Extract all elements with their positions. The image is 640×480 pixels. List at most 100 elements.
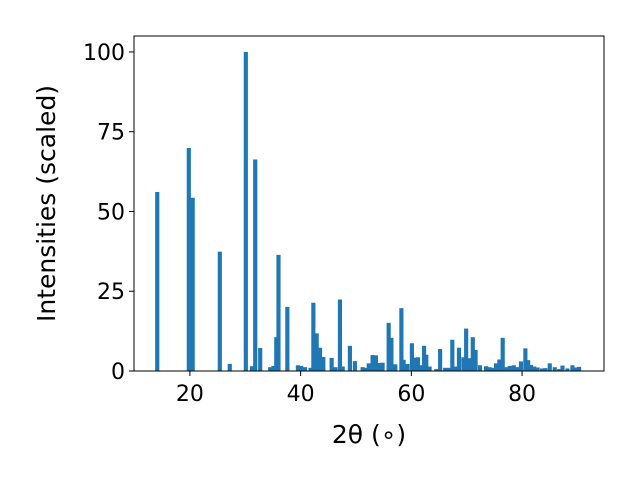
bar — [360, 367, 365, 371]
bar — [373, 355, 378, 371]
bar — [352, 361, 357, 371]
bar — [253, 159, 258, 371]
plot-frame — [133, 35, 605, 372]
bar — [570, 365, 575, 371]
bar — [434, 369, 439, 371]
bar — [552, 367, 557, 371]
bar — [363, 367, 369, 371]
y-axis-ticks: 0 25 50 75 100 — [83, 41, 134, 385]
bar — [295, 365, 300, 371]
bar — [511, 365, 516, 371]
bar — [409, 343, 414, 371]
bar — [461, 357, 466, 371]
bar — [493, 363, 499, 371]
bar — [155, 192, 160, 371]
bar — [314, 333, 319, 371]
bar — [347, 345, 352, 371]
y-tick-label: 25 — [97, 280, 125, 305]
bar — [557, 369, 562, 371]
y-tick-label: 100 — [83, 41, 125, 66]
bar — [274, 337, 279, 371]
bar — [186, 147, 191, 371]
bar — [490, 367, 495, 371]
bar — [321, 356, 326, 371]
bar — [464, 328, 469, 371]
bar — [424, 354, 429, 371]
bar — [217, 251, 222, 371]
x-tick-label: 80 — [508, 382, 536, 407]
bar — [190, 197, 195, 371]
bar — [535, 367, 540, 371]
bar — [299, 365, 304, 371]
bar — [401, 359, 406, 371]
bar — [526, 360, 531, 371]
bar — [308, 367, 313, 371]
bar — [227, 363, 232, 371]
bar — [311, 302, 316, 371]
bar — [302, 367, 308, 371]
y-axis-label: Intensities (scaled) — [32, 85, 61, 322]
bar — [565, 368, 570, 371]
bar — [500, 337, 505, 371]
bar — [386, 322, 391, 371]
bar — [539, 368, 545, 371]
bar — [454, 366, 459, 371]
bar — [243, 51, 248, 371]
bar — [547, 363, 552, 371]
x-tick-label: 60 — [397, 382, 425, 407]
bar — [399, 308, 404, 371]
bar-series — [155, 51, 582, 371]
bar — [418, 365, 423, 371]
bar — [515, 367, 520, 371]
bar — [268, 367, 273, 371]
bar — [276, 254, 281, 371]
bar — [438, 348, 443, 371]
bar — [497, 359, 502, 371]
bar — [503, 367, 509, 371]
bar — [337, 299, 343, 371]
bar — [456, 347, 462, 371]
bar — [427, 366, 432, 371]
bar — [543, 368, 548, 371]
bar — [412, 357, 417, 371]
bar — [366, 363, 371, 371]
bar — [450, 339, 455, 371]
x-axis-ticks: 20 40 60 80 — [176, 371, 536, 407]
bar — [377, 363, 382, 371]
bar — [333, 367, 338, 371]
bar — [405, 363, 410, 371]
bar — [532, 366, 537, 371]
bar — [370, 355, 375, 371]
bar — [470, 337, 475, 371]
bar — [473, 349, 478, 371]
x-tick-label: 40 — [287, 382, 315, 407]
bar — [389, 337, 394, 371]
bar — [443, 367, 448, 371]
bar — [518, 361, 524, 371]
bar — [507, 365, 512, 371]
x-axis-label: 2θ (∘) — [332, 420, 406, 449]
bar — [573, 367, 578, 371]
bar — [477, 365, 483, 371]
bar — [380, 362, 385, 371]
bar — [393, 364, 398, 371]
y-tick-label: 50 — [97, 200, 125, 225]
bar — [560, 365, 565, 371]
y-tick-label: 0 — [111, 360, 125, 385]
bar — [329, 357, 334, 371]
x-tick-label: 20 — [176, 382, 204, 407]
bar — [446, 367, 452, 371]
bar — [484, 366, 489, 371]
bar — [258, 348, 263, 371]
bar — [528, 364, 533, 371]
bar — [577, 366, 582, 371]
bar — [467, 358, 472, 371]
bar — [415, 357, 421, 371]
y-tick-label: 75 — [97, 121, 125, 146]
bar — [285, 306, 290, 371]
bar — [249, 366, 254, 371]
bar — [340, 366, 345, 371]
bar — [317, 347, 323, 371]
